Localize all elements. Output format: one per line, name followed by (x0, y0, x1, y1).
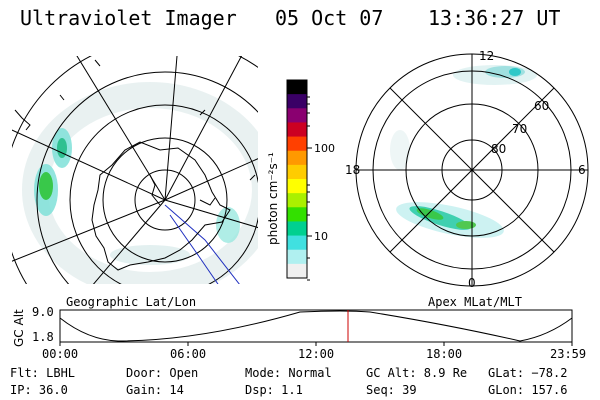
mlat-label-70: 70 (512, 122, 527, 136)
info-mode: Mode: Normal (245, 366, 332, 380)
time-tick-0000: 00:00 (42, 347, 79, 361)
geo-lat-circles (12, 56, 258, 284)
altitude-ylabel: GC Alt (12, 309, 26, 347)
time-tick-1800: 18:00 (426, 347, 463, 361)
colorbar-segment (287, 235, 307, 251)
geographic-panel-label: Geographic Lat/Lon (66, 295, 197, 309)
info-glon: GLon: 157.6 (488, 383, 568, 397)
colorbar-unit-label: photon cm⁻²s⁻¹ (266, 152, 280, 245)
colorbar (287, 80, 307, 279)
geo-aurora (34, 128, 240, 265)
info-seq: Seq: 39 (366, 383, 417, 397)
mlt-label-0: 0 (468, 276, 476, 290)
time-tick-2359: 23:59 (550, 347, 587, 361)
mlat-label-60: 60 (534, 99, 549, 113)
apex-panel-label: Apex MLat/MLT (428, 295, 522, 309)
orbit-track (164, 204, 240, 284)
colorbar-segment (287, 122, 307, 138)
colorbar-tick-100: 100 (314, 142, 335, 155)
colorbar-segment (287, 164, 307, 180)
colorbar-segment (287, 249, 307, 265)
colorbar-segment (287, 136, 307, 152)
time-label: 13:36:27 UT (428, 6, 561, 30)
info-gain: Gain: 14 (126, 383, 184, 397)
colorbar-segment (287, 263, 307, 279)
colorbar-segment (287, 221, 307, 237)
geographic-map-content (12, 56, 258, 284)
coastline-fragments (14, 59, 256, 206)
info-gcalt: GC Alt: 8.9 Re (366, 366, 468, 380)
info-glat: GLat: −78.2 (488, 366, 568, 380)
apex-polar-plot: 12 18 6 0 60 70 80 (345, 49, 589, 290)
geo-meridians (12, 56, 258, 284)
altitude-curve (59, 310, 573, 342)
colorbar-segment (287, 94, 307, 109)
mlt-label-18: 18 (345, 163, 360, 177)
info-ip: IP: 36.0 (10, 383, 68, 397)
time-tick-1200: 12:00 (298, 347, 335, 361)
colorbar-segment (287, 108, 307, 123)
colorbar-segment (287, 207, 307, 222)
mlt-label-6: 6 (578, 163, 586, 177)
date-label: 05 Oct 07 (275, 6, 384, 30)
instrument-title: Ultraviolet Imager (20, 6, 237, 30)
alt-tick-low: 1.8 (32, 330, 54, 344)
colorbar-segment (287, 80, 307, 95)
colorbar-tick-10: 10 (314, 230, 328, 243)
colorbar-segment (287, 150, 307, 166)
info-dsp: Dsp: 1.1 (245, 383, 303, 397)
mlt-label-12: 12 (479, 49, 494, 63)
colorbar-ticks (307, 96, 312, 281)
time-tick-0600: 06:00 (170, 347, 207, 361)
info-flt: Flt: LBHL (10, 366, 76, 380)
alt-tick-high: 9.0 (32, 305, 54, 319)
altitude-plot: GC Alt (12, 309, 573, 347)
mlat-label-80: 80 (491, 142, 506, 156)
colorbar-segment (287, 193, 307, 208)
antarctica-coastline (91, 141, 231, 271)
colorbar-segment (287, 179, 307, 194)
info-door: Door: Open (126, 366, 199, 380)
